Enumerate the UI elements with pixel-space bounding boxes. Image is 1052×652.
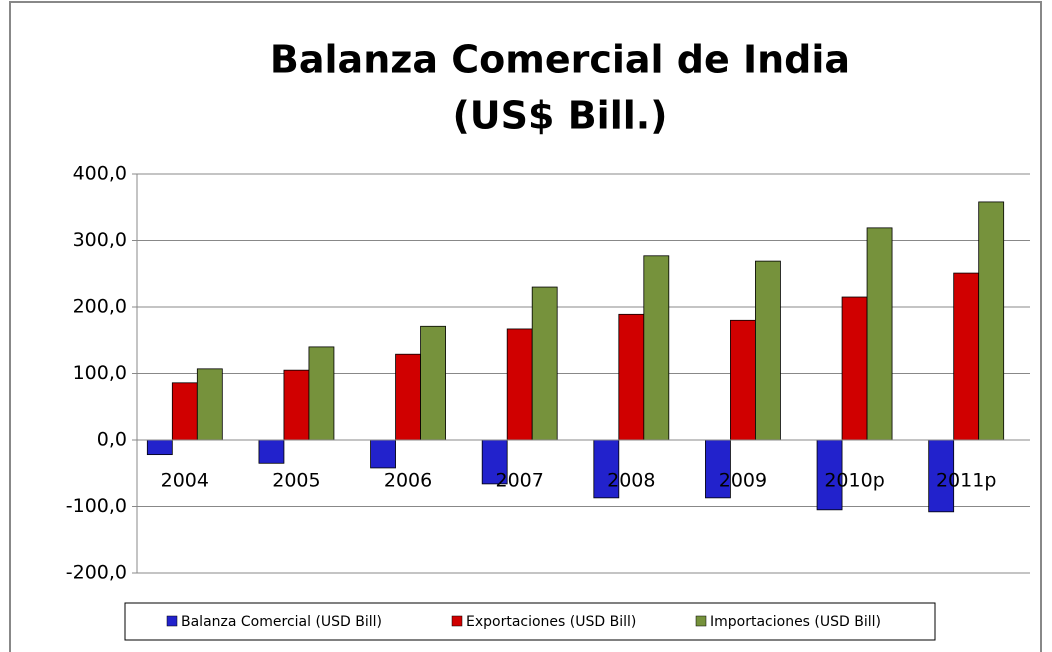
x-tick-label: 2005 xyxy=(272,470,320,492)
bar xyxy=(146,439,173,456)
bar xyxy=(395,353,421,441)
bar xyxy=(420,325,446,441)
bar xyxy=(258,439,285,464)
bar xyxy=(370,439,396,469)
legend-label: Importaciones (USD Bill) xyxy=(710,614,881,630)
y-tick-label: 300,0 xyxy=(73,229,127,251)
bar xyxy=(618,313,645,441)
y-tick-label: 400,0 xyxy=(73,163,127,185)
legend-swatch xyxy=(451,615,463,627)
y-tick-label: 100,0 xyxy=(73,362,127,384)
x-tick-label: 2004 xyxy=(161,470,209,492)
bar xyxy=(755,260,781,441)
chart-title: (US$ Bill.) xyxy=(452,94,667,138)
y-tick-label: 200,0 xyxy=(73,296,127,318)
legend-label: Exportaciones (USD Bill) xyxy=(466,614,636,630)
y-tick-label: -200,0 xyxy=(66,562,127,584)
bar xyxy=(978,201,1005,441)
legend-swatch xyxy=(695,615,707,627)
legend-box xyxy=(124,602,936,641)
x-tick-label: 2011p xyxy=(936,470,996,492)
bar xyxy=(531,286,558,441)
bar xyxy=(283,369,310,441)
bar xyxy=(643,255,670,441)
y-tick-label: -100,0 xyxy=(66,495,127,517)
x-tick-label: 2009 xyxy=(719,470,767,492)
bar xyxy=(928,439,955,513)
bar xyxy=(730,319,756,441)
bar xyxy=(593,439,620,499)
bar xyxy=(705,439,731,499)
legend-swatch xyxy=(166,615,178,627)
bar xyxy=(196,368,223,441)
chart-title: Balanza Comercial de India xyxy=(270,38,850,82)
bar xyxy=(953,272,980,441)
bar xyxy=(841,296,868,441)
x-tick-label: 2008 xyxy=(607,470,655,492)
bar xyxy=(816,439,843,511)
x-tick-label: 2006 xyxy=(384,470,432,492)
bar xyxy=(866,227,893,441)
y-tick-label: 0,0 xyxy=(97,429,127,451)
bar xyxy=(308,346,335,441)
bar xyxy=(506,328,533,441)
bar xyxy=(171,382,198,441)
legend-label: Balanza Comercial (USD Bill) xyxy=(181,614,382,630)
x-tick-label: 2007 xyxy=(496,470,544,492)
x-tick-label: 2010p xyxy=(824,470,884,492)
